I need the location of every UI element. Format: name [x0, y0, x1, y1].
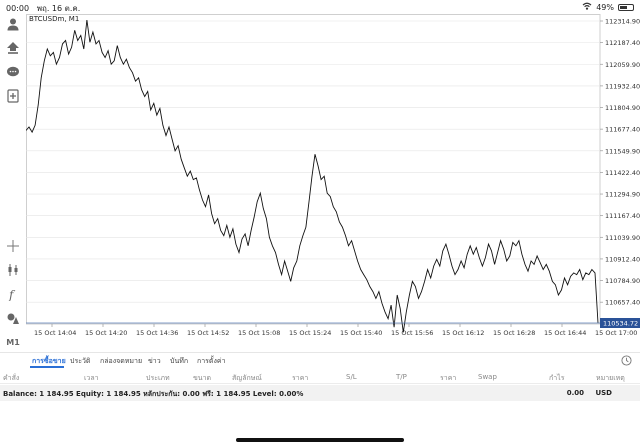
trade-table-header: คำสั่ง เวลา ประเภท ขนาด สัญลักษณ์ ราคา S/L T/P ร… [0, 370, 640, 384]
status-time: 00:00 [6, 4, 30, 13]
column-header[interactable]: ราคา [440, 374, 457, 382]
objects-icon[interactable] [5, 310, 21, 326]
y-tick-label: 110784.90 [605, 277, 640, 285]
x-tick-label: 15 Oct 15:24 [289, 329, 331, 337]
y-tick-label: 111167.40 [605, 212, 640, 220]
column-header[interactable]: Swap [478, 373, 497, 381]
y-tick-label: 111677.40 [605, 126, 640, 134]
status-time-date: 00:00 พฤ. 16 ต.ค. [6, 2, 80, 15]
home-indicator [236, 438, 404, 442]
price-chart-svg[interactable]: 112314.90 112187.40 112059.90 111932.40 1118… [26, 14, 640, 352]
x-tick-label: 15 Oct 14:04 [34, 329, 76, 337]
y-tick-label: 110657.40 [605, 299, 640, 307]
y-tick-label: 111549.90 [605, 147, 640, 155]
left-toolbar: f M1 [0, 14, 26, 347]
tab-2[interactable]: กล่องจดหมาย [100, 357, 143, 365]
x-tick-label: 15 Oct 15:08 [238, 329, 280, 337]
tab-5[interactable]: การตั้งค่า [197, 357, 226, 365]
x-tick-label: 15 Oct 16:12 [442, 329, 484, 337]
y-tick-label: 111804.90 [605, 104, 640, 112]
timeframe-label[interactable]: M1 [6, 337, 20, 347]
chat-icon[interactable] [5, 64, 21, 80]
column-header[interactable]: T/P [396, 373, 407, 381]
x-tick-label: 15 Oct 14:52 [187, 329, 229, 337]
balance-text: Balance: 1 184.95 Equity: 1 184.95 หลักป… [3, 390, 304, 398]
y-tick-label: 112187.40 [605, 39, 640, 47]
share-icon[interactable] [5, 40, 21, 56]
x-tick-label: 15 Oct 16:28 [493, 329, 535, 337]
current-price-tag [600, 318, 640, 328]
price-chart[interactable]: 112314.90 112187.40 112059.90 111932.40 1118… [26, 14, 640, 352]
y-tick-label: 111039.90 [605, 234, 640, 242]
active-tab-indicator [30, 366, 64, 368]
battery-percent: 49% [596, 2, 614, 12]
column-header[interactable]: กำไร [549, 374, 565, 382]
status-date: พฤ. 16 ต.ค. [36, 4, 81, 13]
svg-text:f: f [8, 288, 16, 301]
battery-icon [618, 3, 634, 11]
balance-currency: USD [595, 389, 612, 397]
add-document-icon[interactable] [5, 88, 21, 104]
column-header[interactable]: สัญลักษณ์ [232, 374, 262, 382]
balance-row: Balance: 1 184.95 Equity: 1 184.95 หลักป… [0, 385, 640, 401]
column-header[interactable]: S/L [346, 373, 357, 381]
y-tick-label: 110912.40 [605, 255, 640, 263]
tab-0[interactable]: การซื้อขาย [32, 357, 66, 365]
tab-4[interactable]: บันทึก [170, 357, 189, 365]
status-right: 49% [582, 2, 634, 12]
balance-profit: 0.00 [566, 389, 584, 397]
column-header[interactable]: ประเภท [146, 374, 170, 382]
y-tick-label: 112314.90 [605, 18, 640, 26]
battery-fill [620, 5, 627, 9]
terminal-tab-bar: การซื้อขาย ประวัติ กล่องจดหมาย ข่าว บันทึก กา… [0, 352, 640, 368]
person-icon[interactable] [5, 16, 21, 32]
price-series-line [26, 20, 599, 333]
x-tick-label: 15 Oct 15:40 [340, 329, 382, 337]
y-tick-label: 111422.40 [605, 169, 640, 177]
chart-frame [26, 14, 601, 325]
status-bar: 00:00 พฤ. 16 ต.ค. 49% [0, 0, 640, 14]
column-header[interactable]: คำสั่ง [3, 374, 20, 382]
y-tick-label: 111932.40 [605, 82, 640, 90]
function-icon[interactable]: f [5, 286, 21, 302]
y-tick-label: 112059.90 [605, 61, 640, 69]
wifi-icon [582, 2, 592, 12]
clock-icon[interactable] [621, 355, 632, 366]
y-tick-label: 111294.90 [605, 191, 640, 199]
tab-1[interactable]: ประวัติ [70, 357, 91, 365]
chart-symbol-label: BTCUSDm, M1 [29, 15, 80, 23]
column-header[interactable]: เวลา [84, 374, 99, 382]
tab-3[interactable]: ข่าว [148, 357, 161, 365]
current-price-label: 110534.72 [603, 320, 638, 328]
candlestick-icon[interactable] [5, 262, 21, 278]
column-header[interactable]: หมายเหตุ [596, 374, 625, 382]
x-tick-label: 15 Oct 16:44 [544, 329, 586, 337]
x-tick-label: 15 Oct 14:20 [85, 329, 127, 337]
x-tick-label: 15 Oct 17:00 [595, 329, 637, 337]
column-header[interactable]: ขนาด [193, 374, 212, 382]
x-tick-label: 15 Oct 14:36 [136, 329, 178, 337]
column-header[interactable]: ราคา [292, 374, 309, 382]
x-tick-label: 15 Oct 15:56 [391, 329, 433, 337]
crosshair-icon[interactable] [5, 238, 21, 254]
